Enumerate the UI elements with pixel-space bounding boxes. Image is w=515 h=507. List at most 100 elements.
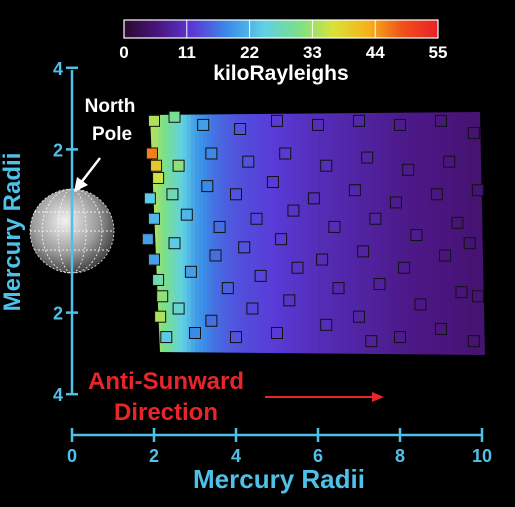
x-axis: 0 2 4 6 8 10 Mercury Radii — [67, 428, 492, 494]
colorbar-tick-label: 22 — [240, 43, 259, 62]
observation-marker — [145, 147, 158, 160]
intensity-strip — [338, 112, 344, 355]
observation-marker — [152, 273, 165, 286]
intensity-strip — [166, 112, 171, 355]
observation-marker — [414, 298, 427, 311]
observation-marker — [332, 282, 345, 295]
observation-marker — [271, 114, 283, 127]
intensity-strip — [182, 112, 188, 355]
observation-marker — [230, 188, 242, 201]
intensity-strip — [350, 112, 356, 355]
observation-marker — [467, 127, 480, 140]
intensity-strip — [428, 112, 434, 355]
intensity-strip — [424, 112, 430, 355]
intensity-strip — [256, 112, 262, 355]
intensity-strip — [391, 112, 397, 355]
observation-marker — [430, 188, 443, 201]
observation-marker — [201, 180, 214, 193]
direction-label-line1: Anti-Sunward — [88, 368, 244, 395]
observation-marker — [156, 290, 169, 303]
observation-marker — [205, 314, 218, 327]
intensity-strip — [420, 112, 426, 355]
observation-marker — [283, 294, 296, 307]
observation-marker — [234, 123, 247, 135]
intensity-strip — [473, 112, 479, 355]
observation-marker — [172, 159, 185, 172]
colorbar-tick-label: 33 — [303, 43, 322, 62]
y-axis: 4 2 2 4 Mercury Radii — [0, 59, 78, 405]
intensity-strip — [363, 112, 368, 355]
observation-marker — [402, 163, 415, 176]
x-axis-tick-label: 0 — [67, 446, 77, 466]
observation-marker — [141, 233, 154, 246]
intensity-strip — [236, 112, 241, 355]
observation-marker — [471, 184, 484, 197]
colorbar-tick-label: 0 — [119, 43, 128, 62]
observation-marker — [312, 118, 324, 131]
observation-marker — [148, 253, 160, 266]
observation-marker — [353, 114, 365, 127]
direction-label-line2: Direction — [114, 399, 218, 426]
intensity-strip — [346, 112, 352, 355]
intensity-strip — [498, 100, 503, 370]
observation-marker — [275, 233, 288, 246]
observation-marker — [316, 253, 329, 266]
intensity-strip — [441, 112, 446, 355]
intensity-strip — [354, 112, 360, 355]
observation-marker — [394, 331, 406, 344]
intensity-strip — [285, 112, 290, 355]
intensity-strip — [289, 112, 294, 355]
observation-marker — [467, 335, 480, 348]
observation-marker — [172, 302, 185, 315]
intensity-strip — [379, 112, 385, 355]
intensity-strip — [404, 112, 409, 355]
intensity-strip — [359, 112, 364, 355]
observation-marker — [410, 229, 423, 242]
north-pole-label-line2: Pole — [92, 124, 132, 145]
y-axis-ticks: 4 2 2 4 — [53, 59, 78, 405]
colorbar-bar — [123, 19, 439, 39]
intensity-strip — [482, 112, 485, 355]
intensity-strip — [264, 112, 270, 355]
y-axis-tick-label: 2 — [53, 304, 63, 324]
intensity-strip — [162, 112, 167, 355]
intensity-strip — [248, 112, 253, 355]
colorbar-label: kiloRayleighs — [213, 62, 348, 85]
intensity-strip — [457, 112, 463, 355]
intensity-strip — [170, 112, 176, 355]
intensity-strip — [199, 112, 204, 355]
observation-marker — [266, 176, 279, 189]
observation-marker — [150, 159, 163, 172]
colorbar-tick-label: 44 — [366, 43, 385, 62]
observation-marker — [439, 249, 452, 262]
x-axis-tick-label: 4 — [231, 446, 241, 466]
observation-marker — [250, 212, 263, 225]
observation-marker — [246, 302, 259, 315]
north-pole-arrow-head — [74, 177, 88, 192]
observation-marker — [205, 147, 218, 160]
y-axis-tick-label: 4 — [53, 385, 63, 405]
intensity-strip — [453, 112, 458, 355]
colorbar-tick-label: 55 — [429, 43, 448, 62]
intensity-strip — [297, 112, 303, 355]
observation-marker — [148, 212, 160, 225]
observation-marker — [154, 310, 167, 323]
intensity-strip — [387, 112, 393, 355]
observation-marker — [209, 249, 222, 262]
intensity-strip — [383, 112, 389, 355]
observation-marker — [320, 318, 333, 331]
intensity-strip — [461, 112, 467, 355]
observation-marker — [435, 114, 447, 127]
intensity-strip — [211, 112, 217, 355]
observation-marker — [213, 220, 226, 233]
direction-annotation: Anti-Sunward Direction — [88, 368, 384, 426]
intensity-strip — [318, 112, 323, 355]
intensity-strip — [195, 112, 200, 355]
observation-marker — [166, 188, 179, 201]
north-pole-arrow-shaft — [79, 157, 101, 185]
intensity-strip — [326, 112, 331, 355]
intensity-strip — [432, 112, 438, 355]
observation-marker — [394, 118, 406, 131]
intensity-strip — [207, 112, 212, 355]
observation-marker — [320, 159, 333, 172]
